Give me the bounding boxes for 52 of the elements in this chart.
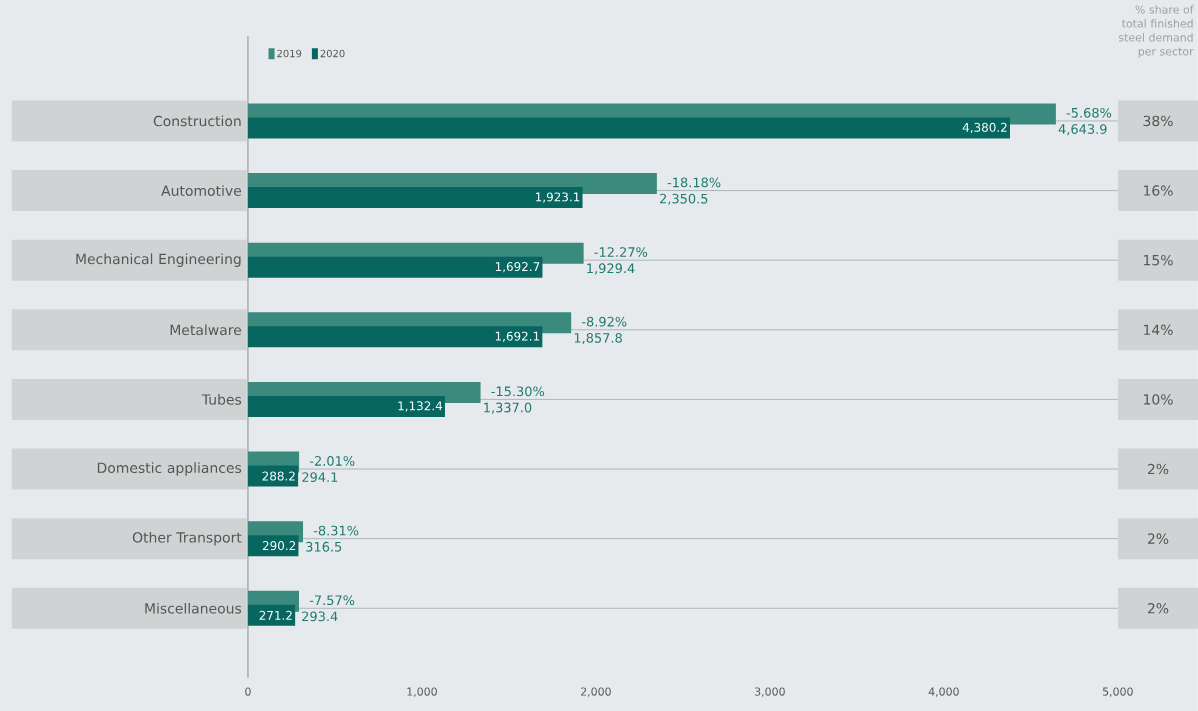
x-tick-label: 3,000 <box>755 687 785 697</box>
data-label: 271.2 <box>259 610 292 620</box>
y-tick-label: Domestic appliances <box>97 462 242 476</box>
data-label: 316.5 <box>306 541 342 552</box>
data-label: 294.1 <box>302 472 338 483</box>
text: 16% <box>1144 185 1173 196</box>
data-label: 1,132.4 <box>398 401 443 412</box>
annotation: -8.92% <box>581 316 627 327</box>
y-tick-label: Mechanical Engineering <box>76 253 241 267</box>
data-label: 290.2 <box>262 541 296 551</box>
bar <box>247 604 296 626</box>
y-tick-label: Metalware <box>170 324 242 336</box>
data-label: 1,692.7 <box>495 262 540 273</box>
x-tick-label: 2,000 <box>581 687 611 697</box>
bar <box>247 465 299 487</box>
x-tick-label: 5,000 <box>1102 687 1133 697</box>
data-label: 1,929.4 <box>587 263 635 275</box>
x-tick-label: 1,000 <box>407 687 437 697</box>
annotation: -8.31% <box>313 525 359 536</box>
data-label: 1,692.1 <box>495 331 540 342</box>
y-tick-label: Other Transport <box>132 531 242 546</box>
text: 2% <box>1147 533 1169 544</box>
text: 2% <box>1147 463 1169 475</box>
annotation: -7.57% <box>309 595 355 606</box>
data-label: 1,857.8 <box>574 333 622 345</box>
annotation: -5.68% <box>1066 108 1112 118</box>
text: 38% <box>1143 115 1173 127</box>
data-label: 1,337.0 <box>484 402 532 414</box>
bar <box>247 535 299 557</box>
y-tick-label: Construction <box>153 115 241 127</box>
legend-label: 2019 <box>277 49 302 58</box>
text: 15% <box>1144 254 1173 266</box>
text: 14% <box>1144 324 1173 336</box>
x-tick-label: 4,000 <box>928 687 959 697</box>
y-tick-label: Tubes <box>201 394 242 405</box>
data-label: 1,923.1 <box>536 192 580 203</box>
data-label: 288.2 <box>262 471 295 481</box>
annotation: -2.01% <box>309 456 355 466</box>
legend-label: 2020 <box>320 49 345 58</box>
x-tick-label: 0 <box>245 687 251 696</box>
data-label: 4,643.9 <box>1058 124 1107 136</box>
data-label: 4,380.2 <box>962 122 1007 134</box>
data-label: 2,350.5 <box>660 193 708 205</box>
annotation: -15.30% <box>491 386 545 397</box>
text: % share of total finished steel demand per sector <box>1119 5 1194 58</box>
y-tick-label: Automotive <box>161 185 242 197</box>
annotation: -18.18% <box>667 177 721 188</box>
text: 10% <box>1144 394 1173 405</box>
y-tick-label: Miscellaneous <box>145 602 242 614</box>
annotation: -12.27% <box>594 247 648 258</box>
data-label: 293.4 <box>302 611 338 622</box>
text: 2% <box>1147 603 1169 614</box>
